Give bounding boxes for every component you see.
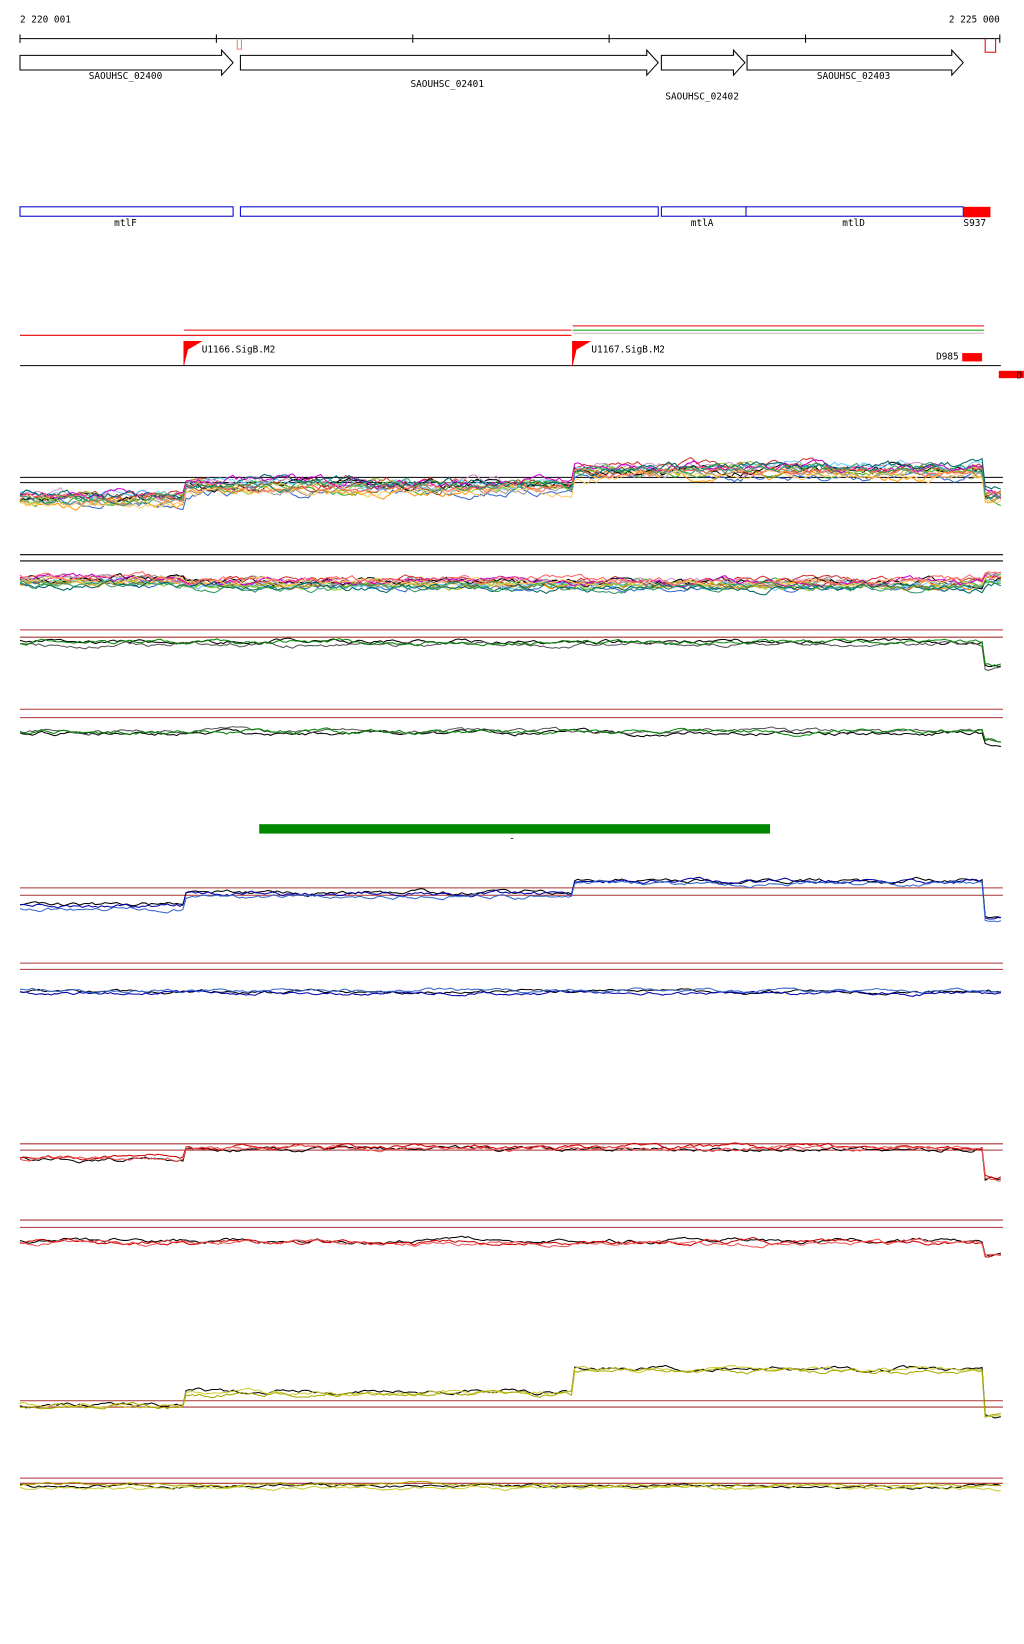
signal-tracks bbox=[19, 456, 1003, 1492]
operon-boxes bbox=[19, 206, 964, 217]
signal-line bbox=[19, 1364, 1002, 1419]
feature-label: D bbox=[1017, 371, 1023, 382]
marker bbox=[236, 38, 242, 50]
operon-label: mtlD bbox=[842, 218, 865, 229]
signal-line bbox=[19, 1367, 1001, 1418]
gene-arrows bbox=[19, 48, 964, 77]
signal-line bbox=[19, 1143, 1001, 1182]
feature-label: U1166.SigB.M2 bbox=[202, 344, 276, 355]
signal-line bbox=[19, 468, 1001, 511]
ruler-end: 2 225 000 bbox=[949, 14, 1000, 25]
gene-label: SAOUHSC_02402 bbox=[665, 92, 738, 103]
signal-line bbox=[19, 727, 1001, 748]
signal-line bbox=[19, 575, 1002, 591]
operon-label: mtlA bbox=[691, 218, 714, 229]
operon-box bbox=[963, 206, 991, 218]
signal-line bbox=[19, 1142, 1002, 1180]
signal-line bbox=[19, 580, 1001, 595]
feature-label: U1167.SigB.M2 bbox=[591, 344, 665, 355]
signal-line bbox=[19, 879, 1002, 923]
signal-line bbox=[19, 576, 1001, 592]
signal-line bbox=[19, 1235, 1001, 1257]
operon-label: mtlF bbox=[114, 218, 137, 229]
feature-label: D985 bbox=[936, 352, 959, 363]
gene-label: SAOUHSC_02400 bbox=[89, 71, 163, 82]
signal-line bbox=[19, 459, 1002, 499]
signal-line bbox=[19, 572, 1001, 590]
ruler-start: 2 220 001 bbox=[20, 14, 71, 25]
signal-line bbox=[19, 1364, 1001, 1419]
signal-line bbox=[19, 570, 1002, 586]
signal-line bbox=[19, 989, 1001, 997]
signal-line bbox=[19, 575, 1002, 590]
signal-line bbox=[19, 1236, 1001, 1258]
signal-line bbox=[19, 876, 1001, 920]
signal-line bbox=[19, 1238, 1001, 1256]
gene-label: SAOUHSC_02401 bbox=[410, 79, 484, 90]
signal-line bbox=[19, 727, 1001, 743]
signal-line bbox=[19, 1481, 1001, 1489]
operon-label: S937 bbox=[963, 218, 986, 229]
signal-line bbox=[19, 640, 1002, 671]
ruler-axis bbox=[19, 34, 1001, 43]
signal-line bbox=[19, 637, 1001, 667]
feature-lines bbox=[19, 325, 1024, 379]
marker bbox=[984, 38, 997, 53]
signal-line bbox=[19, 637, 1002, 667]
region-bar bbox=[259, 824, 771, 834]
signal-line bbox=[19, 462, 1002, 507]
gene-label: SAOUHSC_02403 bbox=[817, 71, 890, 82]
signal-line bbox=[19, 987, 1002, 994]
signal-line bbox=[19, 1484, 1001, 1492]
signal-line bbox=[19, 578, 1002, 596]
region-label: - bbox=[509, 833, 515, 844]
